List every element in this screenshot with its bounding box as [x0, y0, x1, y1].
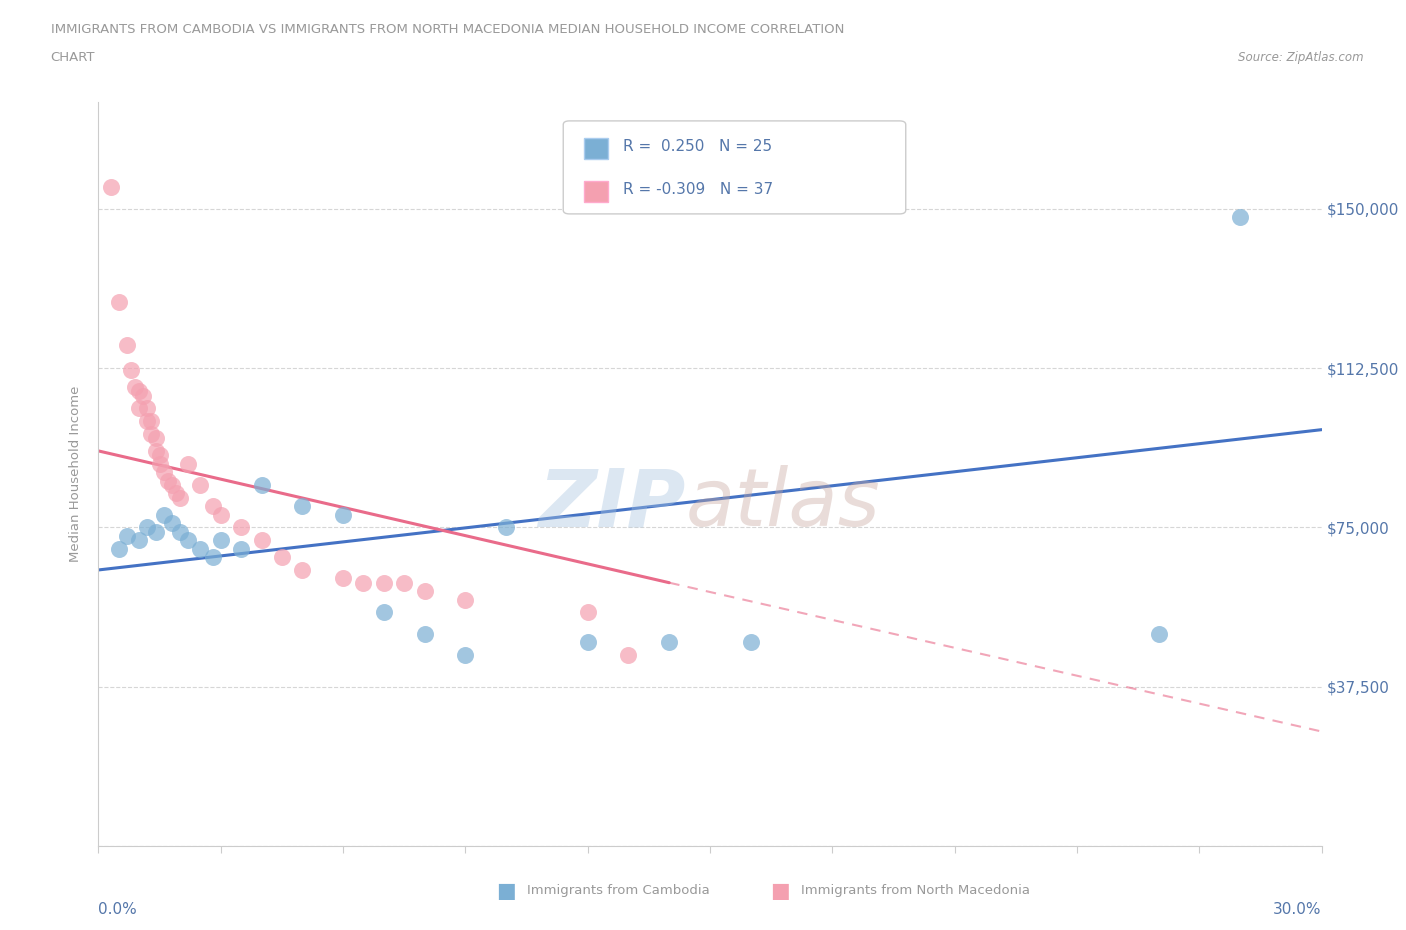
Point [250, 477, 273, 492]
Text: ■: ■ [496, 881, 516, 901]
Point [201, 550, 224, 565]
Point [120, 363, 142, 378]
Point [145, 431, 167, 445]
Point [100, 179, 122, 194]
Point [576, 635, 599, 650]
Point [209, 533, 232, 548]
Point [124, 379, 146, 394]
Point [169, 490, 191, 505]
Point [188, 541, 212, 556]
Point [1229, 209, 1251, 224]
Point [128, 401, 150, 416]
Point [352, 576, 374, 591]
Point [658, 635, 681, 650]
Point [413, 626, 436, 641]
Point [291, 498, 314, 513]
Point [128, 533, 150, 548]
Point [1147, 626, 1170, 641]
Point [332, 507, 354, 522]
Point [576, 605, 599, 620]
Point [136, 401, 159, 416]
Point [201, 498, 224, 513]
Point [495, 520, 517, 535]
Text: IMMIGRANTS FROM CAMBODIA VS IMMIGRANTS FROM NORTH MACEDONIA MEDIAN HOUSEHOLD INC: IMMIGRANTS FROM CAMBODIA VS IMMIGRANTS F… [51, 23, 844, 36]
Point [373, 605, 395, 620]
Text: Immigrants from North Macedonia: Immigrants from North Macedonia [801, 884, 1031, 897]
Point [149, 457, 172, 472]
Point [145, 525, 167, 539]
Point [108, 295, 131, 310]
Text: Source: ZipAtlas.com: Source: ZipAtlas.com [1239, 51, 1364, 64]
FancyBboxPatch shape [583, 181, 607, 202]
Point [115, 528, 138, 543]
Point [373, 576, 395, 591]
Point [152, 507, 174, 522]
Text: ■: ■ [770, 881, 790, 901]
Point [156, 473, 179, 488]
Text: 0.0%: 0.0% [98, 901, 138, 917]
Point [740, 635, 762, 650]
Point [454, 647, 477, 662]
Point [169, 525, 191, 539]
Point [165, 486, 187, 501]
Point [392, 576, 416, 591]
Point [128, 384, 150, 399]
Point [177, 457, 200, 472]
Point [250, 533, 273, 548]
Text: R =  0.250   N = 25: R = 0.250 N = 25 [623, 139, 772, 154]
Point [291, 563, 314, 578]
Point [270, 550, 294, 565]
Point [231, 541, 253, 556]
Point [332, 571, 354, 586]
Text: R = -0.309   N = 37: R = -0.309 N = 37 [623, 181, 773, 197]
Point [132, 388, 155, 403]
Point [145, 444, 167, 458]
Text: ZIP: ZIP [538, 465, 686, 543]
Point [136, 414, 159, 429]
Point [149, 447, 172, 462]
Point [209, 507, 232, 522]
Point [108, 541, 131, 556]
Point [177, 533, 200, 548]
FancyBboxPatch shape [564, 121, 905, 214]
Point [188, 477, 212, 492]
Point [617, 647, 640, 662]
FancyBboxPatch shape [583, 139, 607, 159]
Point [141, 414, 163, 429]
Point [413, 584, 436, 599]
Point [160, 477, 183, 492]
Text: Immigrants from Cambodia: Immigrants from Cambodia [527, 884, 710, 897]
Text: atlas: atlas [686, 465, 880, 543]
Point [136, 520, 159, 535]
Point [454, 592, 477, 607]
Text: CHART: CHART [51, 51, 96, 64]
Point [231, 520, 253, 535]
Y-axis label: Median Household Income: Median Household Income [69, 386, 83, 563]
Point [141, 427, 163, 442]
Point [160, 516, 183, 531]
Point [115, 338, 138, 352]
Point [152, 465, 174, 480]
Text: 30.0%: 30.0% [1274, 901, 1322, 917]
